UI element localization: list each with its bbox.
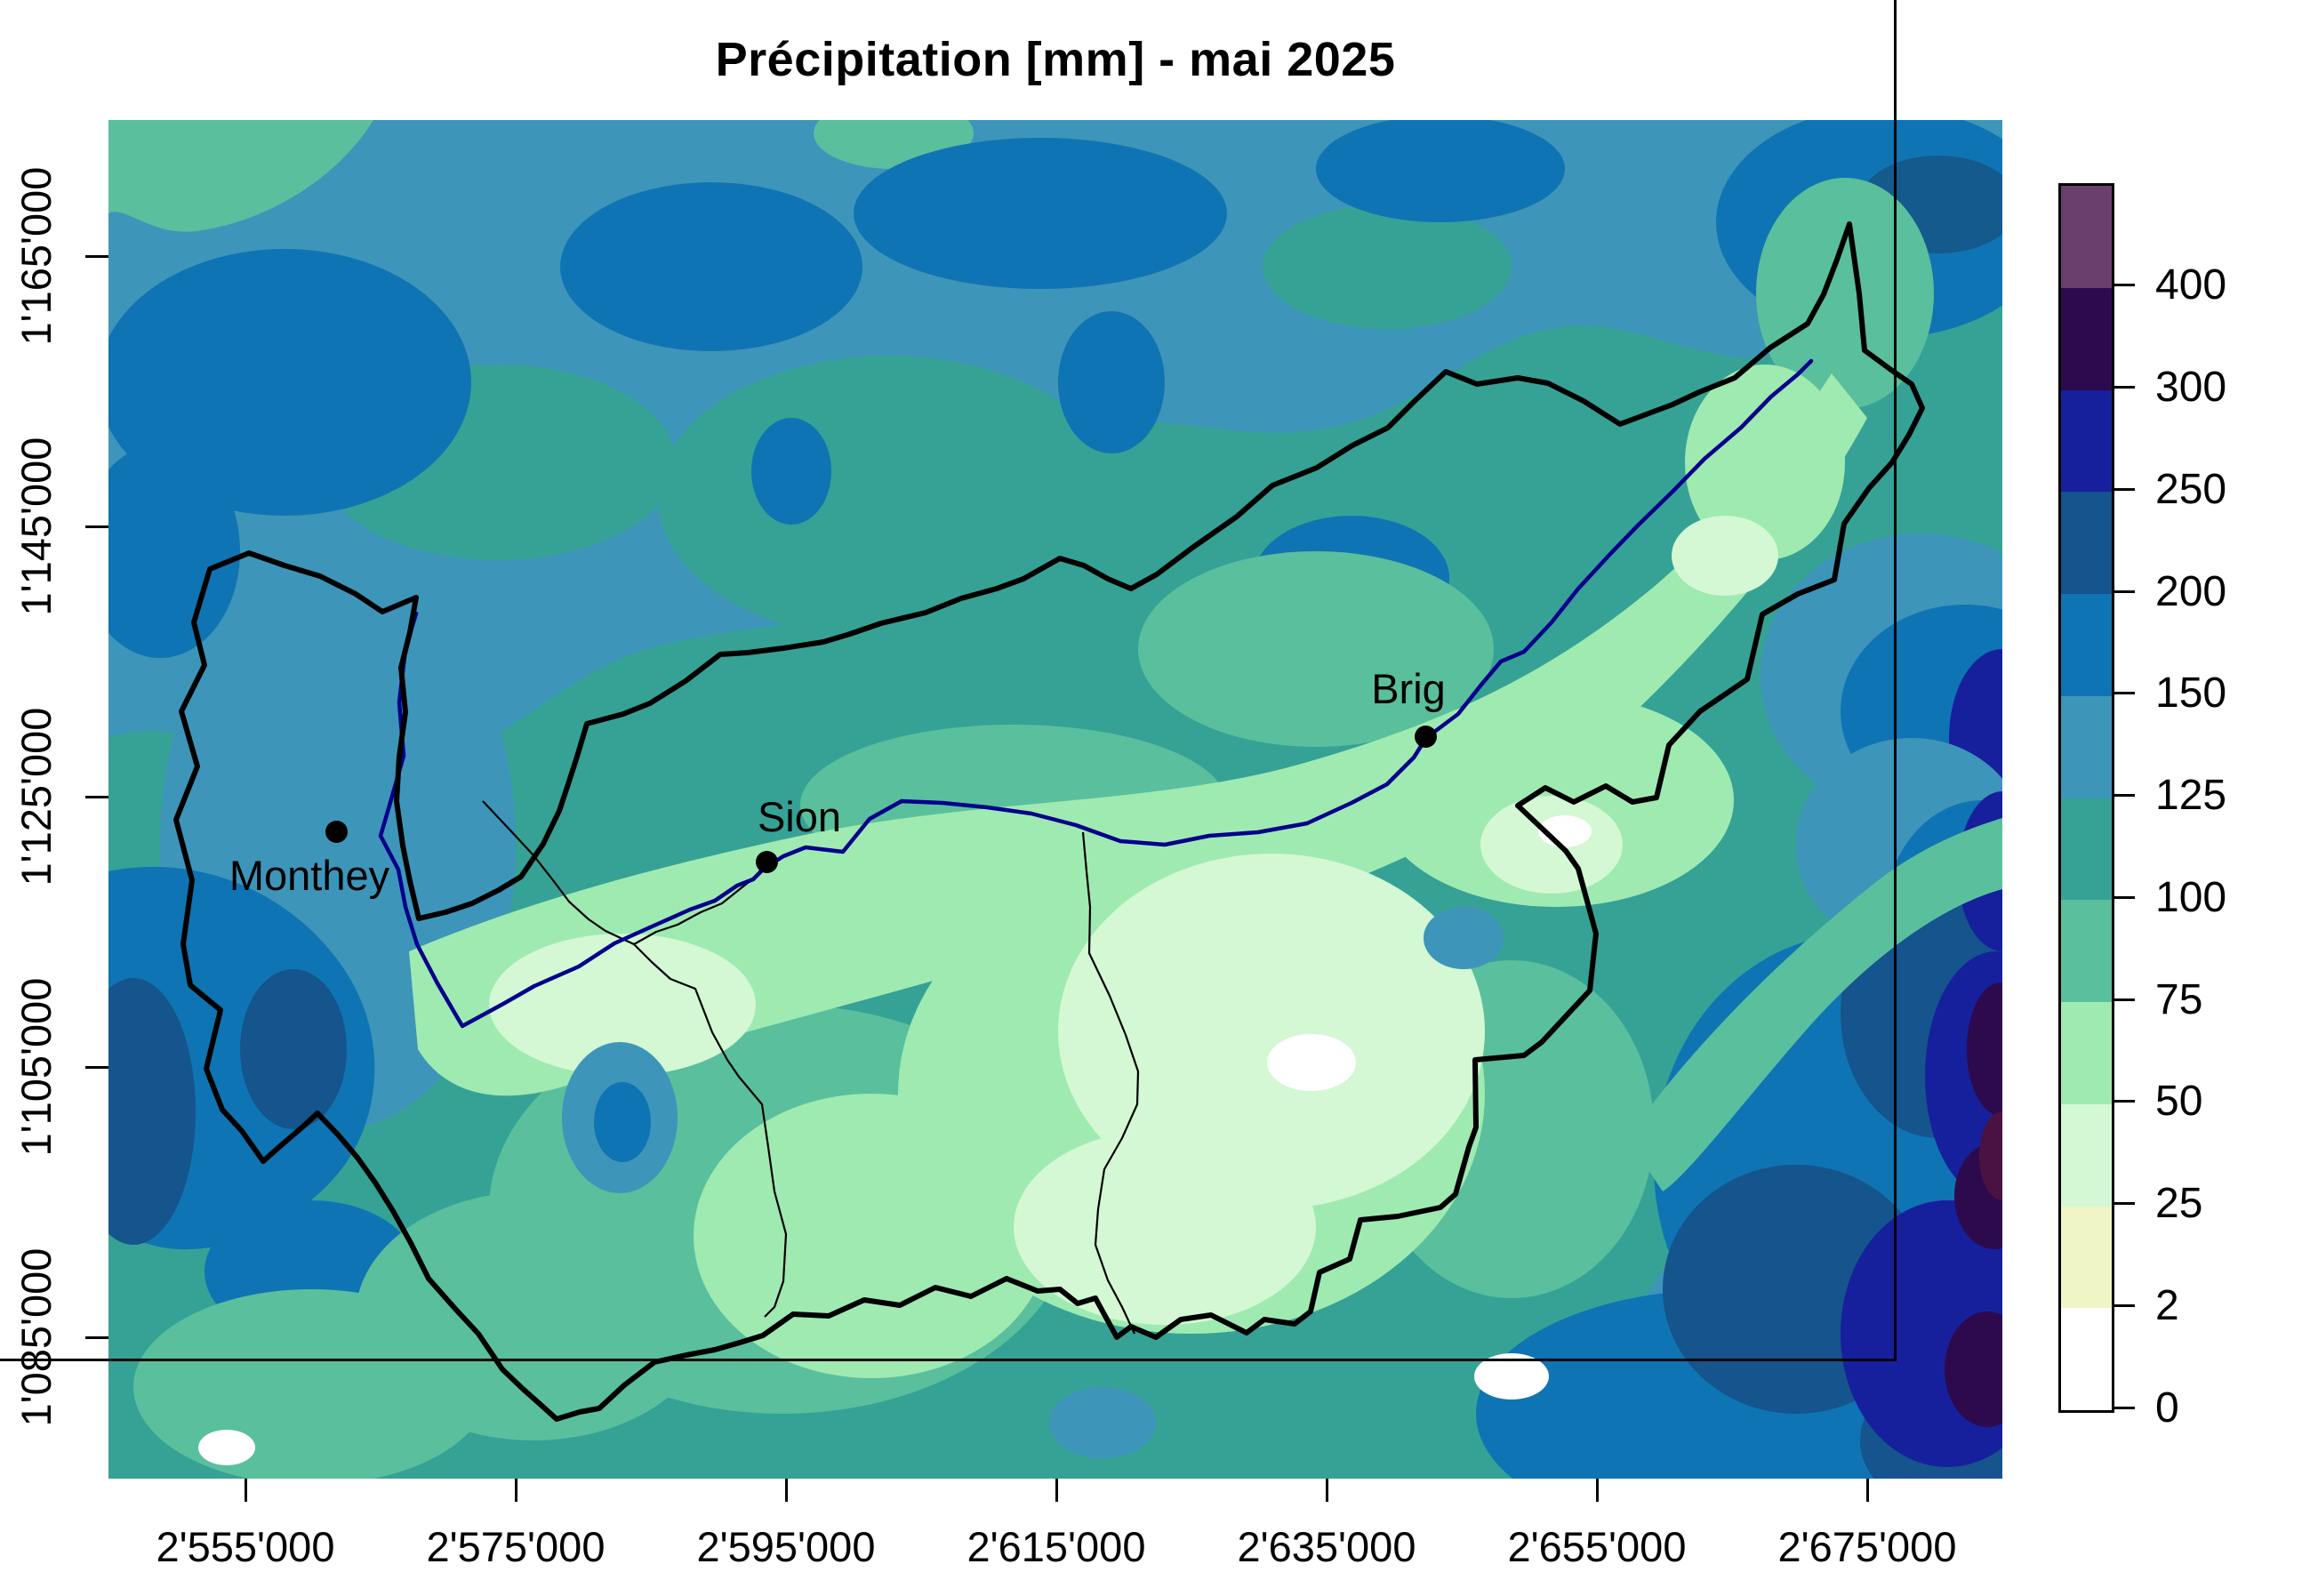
legend-tick-label: 150: [2155, 670, 2227, 718]
legend-tick-mark: [2112, 1406, 2135, 1409]
legend-tick-label: 0: [2155, 1383, 2179, 1432]
legend-bin-25-50: [2061, 1103, 2112, 1207]
figure-title: Précipitation [mm] - mai 2025: [715, 33, 1396, 86]
legend-tick-mark: [2112, 1303, 2135, 1307]
x-axis-tick-label: 2'655'000: [1507, 1523, 1687, 1570]
legend-tick-label: 2: [2155, 1281, 2179, 1329]
legend-tick-label: 250: [2155, 465, 2227, 513]
x-axis-tick-label: 2'595'000: [696, 1523, 876, 1570]
valais-catchment-boundary: [173, 221, 1925, 1422]
x-axis-tick-mark: [785, 1479, 788, 1502]
legend-tick-mark: [2112, 487, 2135, 491]
x-axis-tick-mark: [1596, 1479, 1599, 1502]
legend-tick-mark: [2112, 284, 2135, 287]
y-axis-tick-mark: [85, 255, 108, 258]
city-label-sion: Sion: [757, 793, 842, 840]
y-axis-tick-mark: [85, 1066, 108, 1069]
precipitation-field: [108, 120, 2002, 1479]
y-axis-tick-label: 1'125'000: [12, 707, 60, 886]
legend-tick-mark: [2112, 998, 2135, 1001]
legend-tick-label: 300: [2155, 364, 2227, 411]
legend-bin-2-25: [2061, 1206, 2112, 1309]
legend-tick-mark: [2112, 692, 2135, 695]
y-axis-tick-mark: [85, 796, 108, 798]
legend-tick-mark: [2112, 589, 2135, 593]
x-axis-tick-label: 2'635'000: [1237, 1523, 1416, 1570]
x-axis-tick-label: 2'575'000: [426, 1523, 606, 1570]
x-axis-tick-mark: [1326, 1479, 1328, 1502]
map-svg: [108, 120, 2002, 1479]
legend-bin-100-125: [2061, 798, 2112, 901]
x-axis-tick-mark: [245, 1479, 247, 1502]
x-axis-tick-label: 2'615'000: [967, 1523, 1146, 1570]
y-axis-tick-label: 1'145'000: [12, 437, 60, 616]
legend-bin-0-2: [2061, 1308, 2112, 1410]
legend-tick-label: 75: [2155, 975, 2203, 1023]
legend-tick-mark: [2112, 794, 2135, 797]
y-axis-tick-mark: [85, 1336, 108, 1339]
legend-tick-label: 400: [2155, 261, 2227, 309]
legend-bin-200-250: [2061, 492, 2112, 594]
legend-tick-mark: [2112, 895, 2135, 899]
legend-bin-50-75: [2061, 1002, 2112, 1104]
y-axis-tick-label: 1'085'000: [12, 1247, 60, 1427]
x-axis-tick-mark: [515, 1479, 517, 1502]
city-dot-brig: [1415, 726, 1437, 748]
map-plot-area: [108, 120, 2002, 1479]
legend-tick-label: 25: [2155, 1180, 2203, 1227]
rhone-river: [378, 358, 1814, 1029]
legend-bin-150-200: [2061, 594, 2112, 696]
x-axis-tick-mark: [1055, 1479, 1058, 1502]
x-axis-tick-mark: [1866, 1479, 1869, 1502]
legend-tick-label: 50: [2155, 1078, 2203, 1126]
legend-tick-mark: [2112, 386, 2135, 389]
legend-bin-300-400: [2061, 287, 2112, 390]
x-axis-tick-label: 2'555'000: [156, 1523, 335, 1570]
legend-colorbar: [2058, 183, 2114, 1413]
legend-bin-125-150: [2061, 695, 2112, 798]
y-axis-tick-label: 1'105'000: [12, 977, 60, 1157]
legend-bin-75-100: [2061, 900, 2112, 1002]
legend-bin-250-300: [2061, 389, 2112, 493]
x-axis-tick-label: 2'675'000: [1777, 1523, 1957, 1570]
legend-tick-mark: [2112, 1202, 2135, 1205]
legend-tick-label: 125: [2155, 772, 2227, 819]
city-label-monthey: Monthey: [229, 852, 390, 899]
city-label-brig: Brig: [1371, 665, 1446, 712]
y-axis-tick-mark: [85, 525, 108, 528]
legend-tick-mark: [2112, 1100, 2135, 1103]
legend-tick-label: 100: [2155, 873, 2227, 921]
legend-bin-400plus: [2061, 186, 2112, 288]
y-axis-tick-label: 1'165'000: [12, 166, 60, 346]
city-dot-monthey: [325, 821, 348, 843]
city-dot-sion: [756, 851, 778, 873]
legend-tick-label: 200: [2155, 567, 2227, 615]
